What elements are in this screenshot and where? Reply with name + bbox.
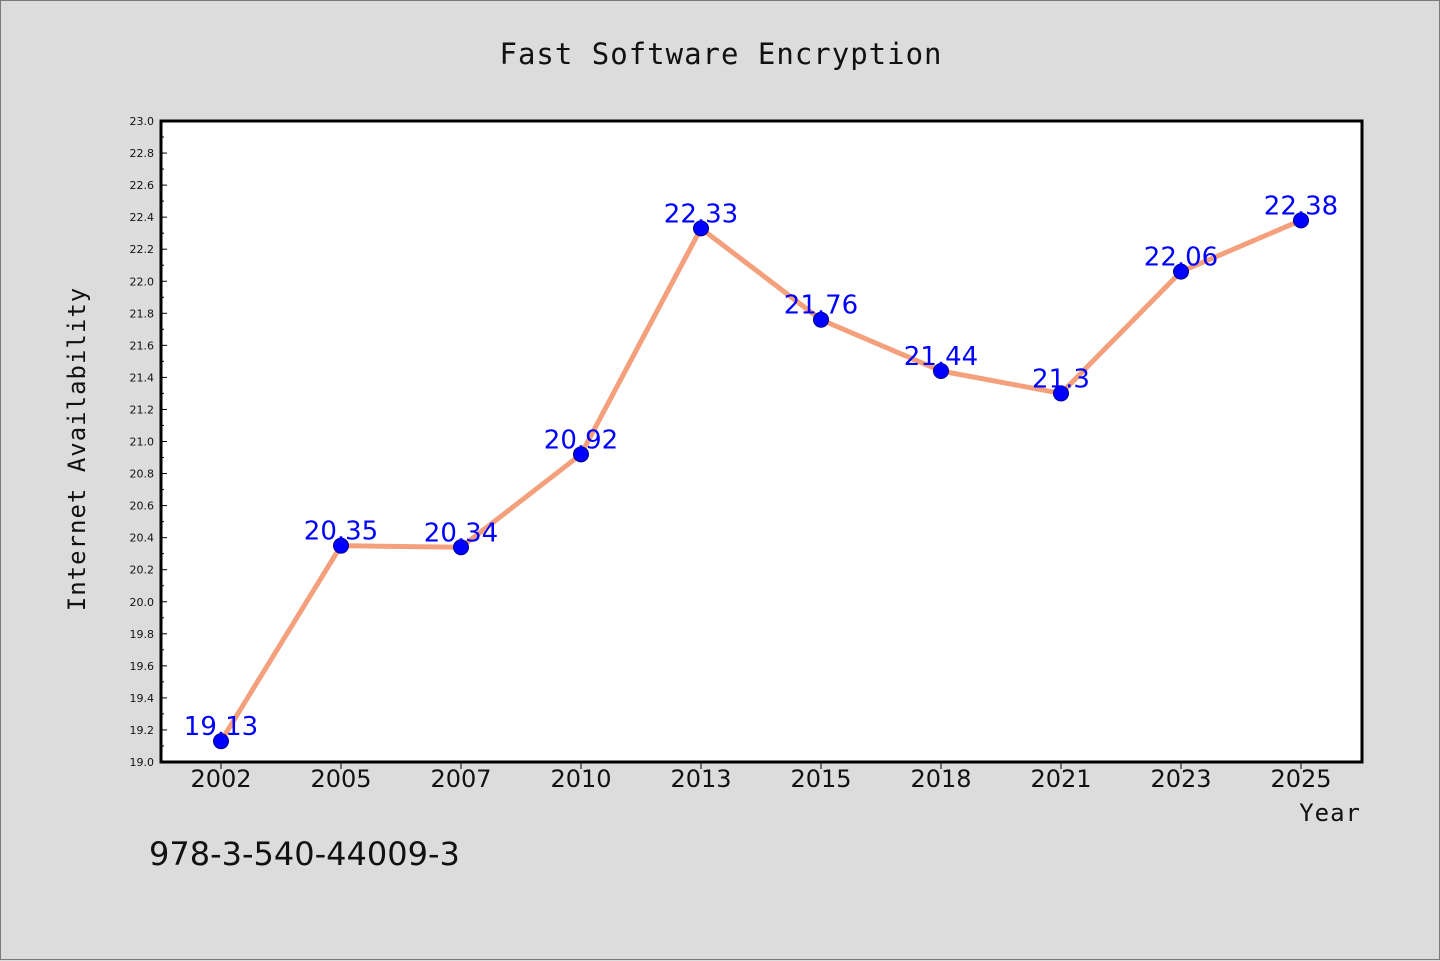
- data-point-label: 22.38: [1264, 191, 1338, 221]
- y-tick-label: 23.0: [130, 115, 155, 128]
- x-tick-label: 2025: [1270, 765, 1331, 793]
- y-tick-label: 21.2: [130, 403, 155, 416]
- data-point-label: 20.35: [304, 517, 378, 547]
- data-point-marker: [453, 539, 469, 556]
- data-point-label: 21.3: [1032, 364, 1090, 394]
- data-point-label: 22.06: [1144, 243, 1218, 273]
- y-tick-label: 22.6: [130, 179, 155, 192]
- y-axis-label: Internet Availability: [63, 287, 91, 611]
- y-tick-label: 21.6: [130, 339, 155, 352]
- y-tick-label: 20.2: [130, 564, 155, 577]
- data-point-label: 20.34: [424, 518, 498, 548]
- x-tick-label: 2021: [1030, 765, 1091, 793]
- y-tick-label: 19.2: [130, 724, 155, 737]
- x-axis-label: Year: [1299, 799, 1361, 827]
- y-tick-label: 21.4: [130, 371, 155, 384]
- data-markers: [213, 212, 1309, 750]
- data-point-marker: [1293, 212, 1309, 229]
- data-point-label: 22.33: [664, 199, 738, 229]
- plot-frame: [159, 119, 1364, 764]
- y-tick-label: 19.8: [130, 628, 155, 641]
- data-point-marker: [333, 537, 349, 554]
- plot-area: [161, 121, 1362, 762]
- y-tick-label: 22.2: [130, 243, 155, 256]
- x-tick-label: 2002: [190, 765, 251, 793]
- data-point-label: 21.44: [904, 342, 978, 372]
- data-point-label: 20.92: [544, 425, 618, 455]
- data-point-marker: [573, 446, 589, 463]
- y-tick-label: 22.4: [130, 211, 155, 224]
- x-tick-label: 2015: [790, 765, 851, 793]
- y-tick-label: 19.4: [130, 692, 155, 705]
- x-tick-label: 2005: [310, 765, 371, 793]
- y-tick-label: 19.0: [130, 756, 155, 769]
- data-point-marker: [1173, 263, 1189, 280]
- x-tick-label: 2023: [1150, 765, 1211, 793]
- series-line: [218, 217, 1304, 744]
- data-point-label: 19.13: [184, 712, 258, 742]
- data-point-marker: [693, 220, 709, 237]
- data-point-marker: [813, 311, 829, 328]
- x-tick-label: 2010: [550, 765, 611, 793]
- y-tick-label: 20.4: [130, 532, 155, 545]
- y-tick-label: 20.0: [130, 596, 155, 609]
- data-point-marker: [933, 362, 949, 379]
- chart-title: Fast Software Encryption: [499, 37, 942, 71]
- y-tick-label: 21.8: [130, 307, 155, 320]
- data-labels: 19.13 20.35 20.34 20.92 22.33 21.76 21.44 21.3 2…: [184, 191, 1338, 742]
- isbn-footer: 978-3-540-44009-3: [149, 835, 460, 873]
- y-tick-label: 22.8: [130, 147, 155, 160]
- x-axis: 2002 2005 2007 2010 2013 2015 2018 2021 2023 2025: [190, 762, 1332, 793]
- y-tick-label: 21.0: [130, 436, 155, 449]
- x-tick-label: 2018: [910, 765, 971, 793]
- y-tick-label: 20.8: [130, 468, 155, 481]
- data-point-marker: [1053, 385, 1069, 402]
- series-line-group: [218, 217, 1304, 744]
- x-tick-label: 2007: [430, 765, 491, 793]
- y-tick-label: 20.6: [130, 500, 155, 513]
- data-point-label: 21.76: [784, 291, 858, 321]
- y-axis: 19.0 19.2 19.4 19.6 19.8 20.0 20.2 20.4 20.6 20.8…: [130, 115, 167, 769]
- x-tick-label: 2013: [670, 765, 731, 793]
- y-tick-label: 22.0: [130, 275, 155, 288]
- y-tick-label: 19.6: [130, 660, 155, 673]
- data-point-marker: [213, 733, 229, 750]
